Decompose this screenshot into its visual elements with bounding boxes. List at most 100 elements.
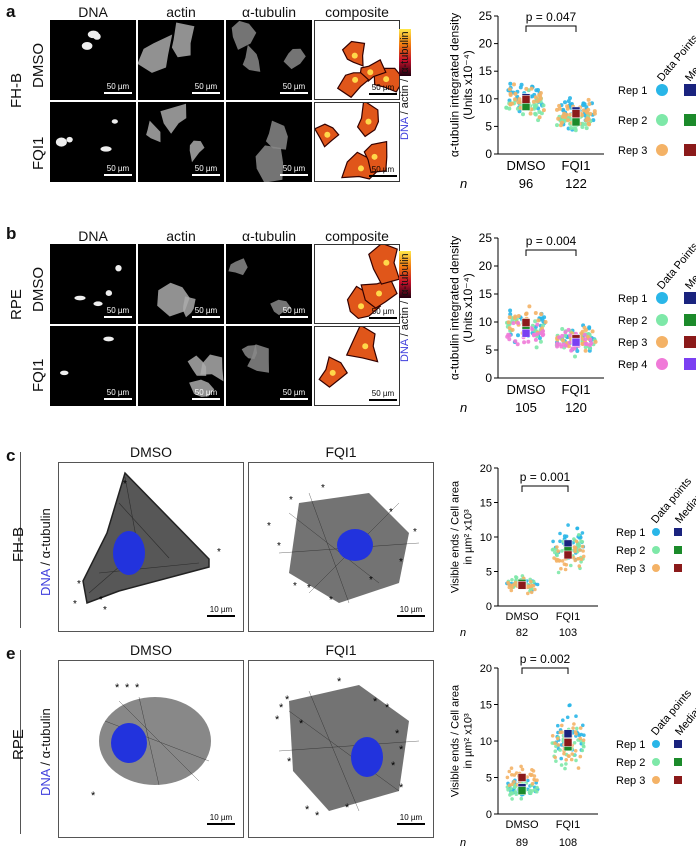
data-point	[569, 757, 574, 762]
legend-median-swatch	[684, 144, 696, 156]
legend-rep-label: Rep 2	[618, 115, 647, 127]
legend-point-swatch	[652, 740, 660, 748]
data-point	[589, 341, 594, 346]
panel-a-composite-legend: DNA / actin / α-tubulin	[399, 29, 411, 140]
end-marker: *	[389, 507, 393, 518]
y-tick-label: 25	[479, 231, 493, 245]
data-point	[566, 99, 571, 104]
legend-median-swatch	[674, 546, 682, 554]
legend-point-swatch	[652, 758, 660, 766]
data-point	[568, 333, 573, 338]
panel-b-row-dmso: DMSO	[30, 267, 47, 312]
data-point	[541, 329, 545, 334]
data-point	[587, 325, 592, 330]
data-point	[558, 539, 562, 544]
data-point	[576, 766, 581, 770]
data-point	[524, 312, 528, 317]
y-tick-label: 15	[480, 498, 492, 510]
data-point	[583, 337, 588, 342]
end-marker: *	[135, 682, 140, 694]
data-point	[555, 123, 559, 128]
n-label: n	[460, 627, 466, 639]
data-point	[530, 781, 535, 786]
p-value: p = 0.002	[520, 652, 571, 666]
data-point	[513, 97, 517, 102]
data-point	[587, 102, 592, 106]
data-point	[526, 339, 531, 344]
data-point	[551, 547, 556, 552]
legend-actin: / actin /	[399, 297, 411, 340]
n-label: n	[460, 400, 467, 415]
data-point	[533, 587, 537, 592]
legend-median-swatch	[674, 758, 682, 766]
median-marker	[563, 550, 573, 560]
panel-e-col-dmso: DMSO	[130, 642, 172, 658]
data-point	[534, 332, 539, 337]
median-marker	[517, 786, 527, 795]
data-point	[532, 778, 537, 782]
data-point	[538, 91, 543, 95]
data-point	[566, 523, 570, 527]
n-label: n	[460, 176, 467, 191]
scale-bar: 50 µm	[369, 165, 397, 177]
y-tick-label: 10	[479, 315, 493, 329]
data-point	[531, 99, 536, 104]
panel-b-tile-r1-c2: 50 µm	[226, 326, 312, 406]
data-point	[521, 112, 525, 117]
legend-point-swatch	[656, 314, 668, 326]
data-point	[570, 752, 574, 756]
legend-rep-label: Rep 1	[616, 739, 645, 751]
x-category-label: FQI1	[556, 819, 580, 831]
y-tick-label: 20	[480, 663, 492, 675]
data-point	[583, 345, 588, 350]
end-marker: *	[277, 541, 281, 552]
y-axis-label: α-tubulin integrated density(Units x10⁻⁴…	[447, 236, 475, 380]
legend-point-swatch	[652, 528, 660, 536]
end-marker: *	[115, 682, 120, 694]
end-marker: *	[399, 782, 404, 794]
median-marker	[521, 318, 531, 327]
y-tick-label: 15	[479, 287, 493, 301]
data-point	[562, 111, 567, 116]
data-point	[588, 111, 593, 116]
end-marker: *	[307, 583, 311, 594]
panel-b-tile-r1-c1: 50 µm	[138, 326, 224, 406]
data-point	[513, 339, 518, 344]
data-point	[540, 333, 545, 338]
panel-e-col-fqi1: FQI1	[325, 642, 357, 658]
data-point	[506, 332, 511, 337]
data-point	[580, 531, 585, 535]
end-marker: *	[77, 579, 81, 590]
legend-point-swatch	[656, 336, 668, 348]
scale-bar: 50 µm	[369, 307, 397, 319]
y-tick-label: 10	[479, 92, 493, 106]
panel-c-divider	[20, 452, 21, 628]
data-point	[569, 126, 574, 130]
data-point	[583, 122, 588, 127]
median-marker	[571, 117, 581, 127]
y-tick-label: 15	[479, 64, 493, 78]
data-point	[581, 108, 586, 113]
median-marker	[563, 729, 573, 738]
data-point	[555, 736, 560, 741]
end-marker: *	[373, 696, 378, 708]
panel-a-chart: 0 5 10 15 20 25 α-tubulin integrated density(U…	[447, 9, 696, 191]
data-point	[522, 340, 527, 345]
data-point	[581, 723, 585, 728]
data-point	[573, 749, 578, 753]
data-point	[554, 759, 558, 763]
y-axis-label: α-tubulin integrated density(Units x10⁻⁴…	[447, 13, 475, 157]
panel-e-cell-line: RPE	[10, 729, 27, 760]
panel-e-letter: e	[6, 644, 16, 663]
data-point	[563, 567, 568, 572]
end-marker: *	[217, 547, 221, 558]
data-point	[508, 102, 513, 107]
data-point	[581, 549, 585, 553]
data-point	[527, 304, 532, 309]
data-point	[517, 97, 522, 102]
legend-rep-label: Rep 3	[618, 145, 647, 157]
y-tick-label: 0	[486, 809, 492, 821]
legend-rep-label: Rep 3	[618, 337, 647, 349]
data-point	[584, 342, 589, 346]
n-value: 108	[559, 837, 577, 849]
